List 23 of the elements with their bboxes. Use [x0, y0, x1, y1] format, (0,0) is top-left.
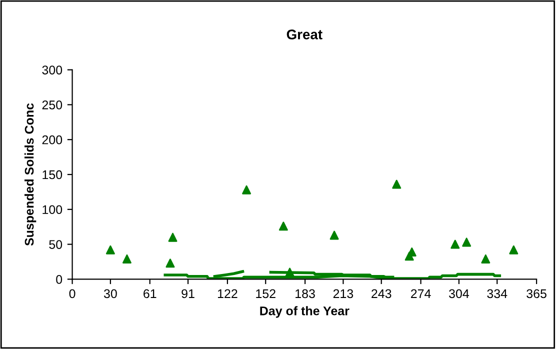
y-tick-label: 0	[56, 275, 62, 284]
chart-title: Great	[286, 30, 322, 40]
x-tick-label: 304	[449, 289, 470, 298]
y-tick-label: 300	[42, 66, 62, 74]
y-tick-label: 250	[42, 100, 62, 110]
x-tick-label: 0	[69, 289, 76, 298]
x-tick-label: 122	[218, 289, 238, 298]
y-tick-label: 100	[42, 205, 62, 214]
x-axis-title: Day of the Year	[260, 306, 350, 318]
y-axis-title: Suspended Solids Conc	[24, 103, 36, 246]
x-tick-label: 91	[182, 289, 194, 298]
x-tick-label: 243	[372, 289, 392, 298]
x-tick-label: 30	[104, 289, 117, 298]
y-tick-label: 150	[42, 170, 62, 180]
x-tick-label: 274	[410, 289, 431, 298]
y-tick-label: 50	[49, 240, 62, 249]
y-tick-label: 200	[42, 135, 62, 144]
x-tick-label: 61	[144, 289, 156, 298]
x-tick-label: 152	[256, 289, 276, 298]
x-tick-label: 334	[487, 289, 508, 298]
x-tick-label: 183	[296, 289, 315, 298]
x-tick-label: 213	[333, 289, 354, 298]
x-tick-label: 365	[526, 289, 546, 298]
